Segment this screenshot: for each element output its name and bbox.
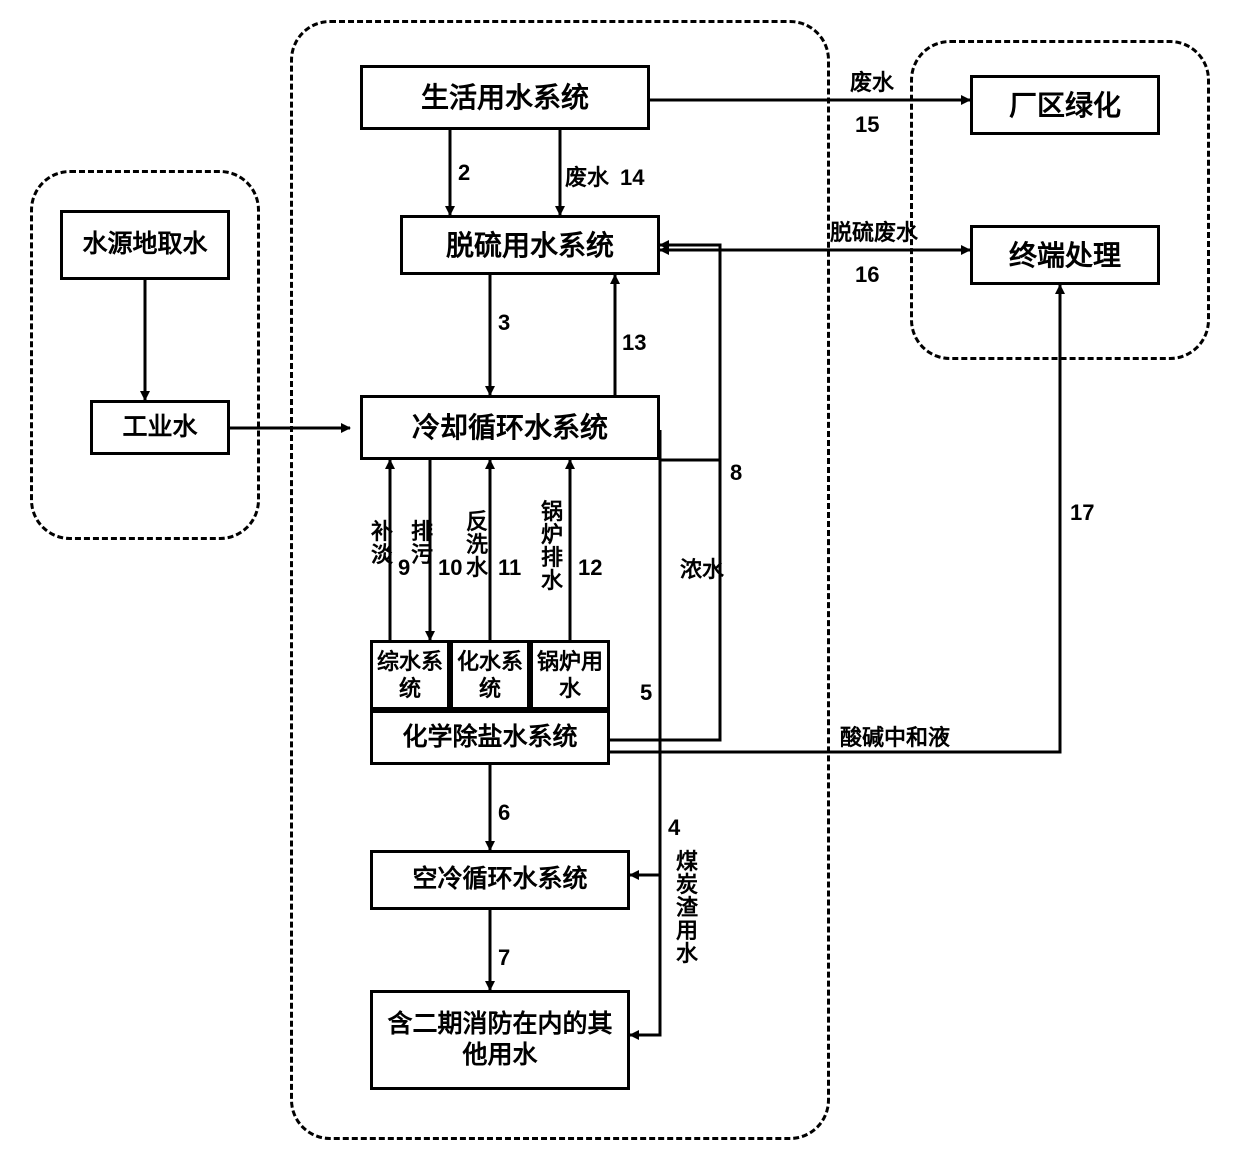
edge-num-e2: 2 — [458, 160, 470, 186]
edge-num-e8a: 8 — [730, 460, 742, 486]
node-industrial: 工业水 — [90, 400, 230, 455]
edge-num-e3: 3 — [498, 310, 510, 336]
edge-text-e17: 酸碱中和液 — [840, 720, 950, 752]
edge-text-e14: 废水 — [565, 160, 609, 192]
edge-vtext-e11: 反洗水 — [465, 510, 489, 579]
node-chem-demin: 化学除盐水系统 — [370, 710, 610, 765]
node-terminal: 终端处理 — [970, 225, 1160, 285]
edge-vtext-e10: 排污 — [410, 520, 434, 566]
edge-num-e12: 12 — [578, 555, 602, 581]
edge-vtext-e9: 补淡 — [370, 520, 394, 566]
edge-num-e13: 13 — [622, 330, 646, 356]
edge-vtext-e12: 锅炉排水 — [540, 500, 564, 592]
edge-num-e5: 5 — [640, 680, 652, 706]
edge-num-e11: 11 — [498, 555, 521, 581]
node-huashui: 化水系统 — [450, 640, 530, 710]
edge-num-e9: 9 — [398, 555, 410, 581]
edge-num-e6: 6 — [498, 800, 510, 826]
node-water-source: 水源地取水 — [60, 210, 230, 280]
edge-num-e4: 4 — [668, 815, 680, 841]
node-cooling: 冷却循环水系统 — [360, 395, 660, 460]
node-domestic: 生活用水系统 — [360, 65, 650, 130]
edge-text-e16: 脱硫废水 — [830, 215, 918, 247]
edge-num-e7: 7 — [498, 945, 510, 971]
node-otherwater: 含二期消防在内的其他用水 — [370, 990, 630, 1090]
node-boiler: 锅炉用水 — [530, 640, 610, 710]
edge-num-e16: 16 — [855, 262, 879, 288]
edge-text-e15: 废水 — [850, 65, 894, 97]
node-zongshui: 综水系统 — [370, 640, 450, 710]
node-desulf: 脱硫用水系统 — [400, 215, 660, 275]
edge-text-e8b: 浓水 — [680, 552, 724, 584]
edge-vtext-e4: 煤炭渣用水 — [675, 850, 699, 965]
edge-num-e15: 15 — [855, 112, 879, 138]
edge-num-e10: 10 — [438, 555, 462, 581]
node-greening: 厂区绿化 — [970, 75, 1160, 135]
diagram-canvas: 水源地取水工业水 生活用水系统脱硫用水系统冷却循环水系统综水系统化水系统锅炉用水化… — [0, 0, 1240, 1166]
node-aircool: 空冷循环水系统 — [370, 850, 630, 910]
edge-num-e14: 14 — [620, 165, 644, 191]
edge-num-e17: 17 — [1070, 500, 1094, 526]
